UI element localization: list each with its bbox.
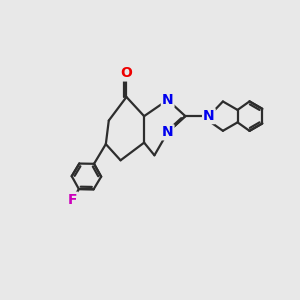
Text: N: N: [203, 109, 215, 123]
Text: N: N: [162, 125, 173, 139]
Text: F: F: [68, 193, 77, 207]
Text: N: N: [162, 93, 173, 107]
Text: O: O: [121, 66, 132, 80]
